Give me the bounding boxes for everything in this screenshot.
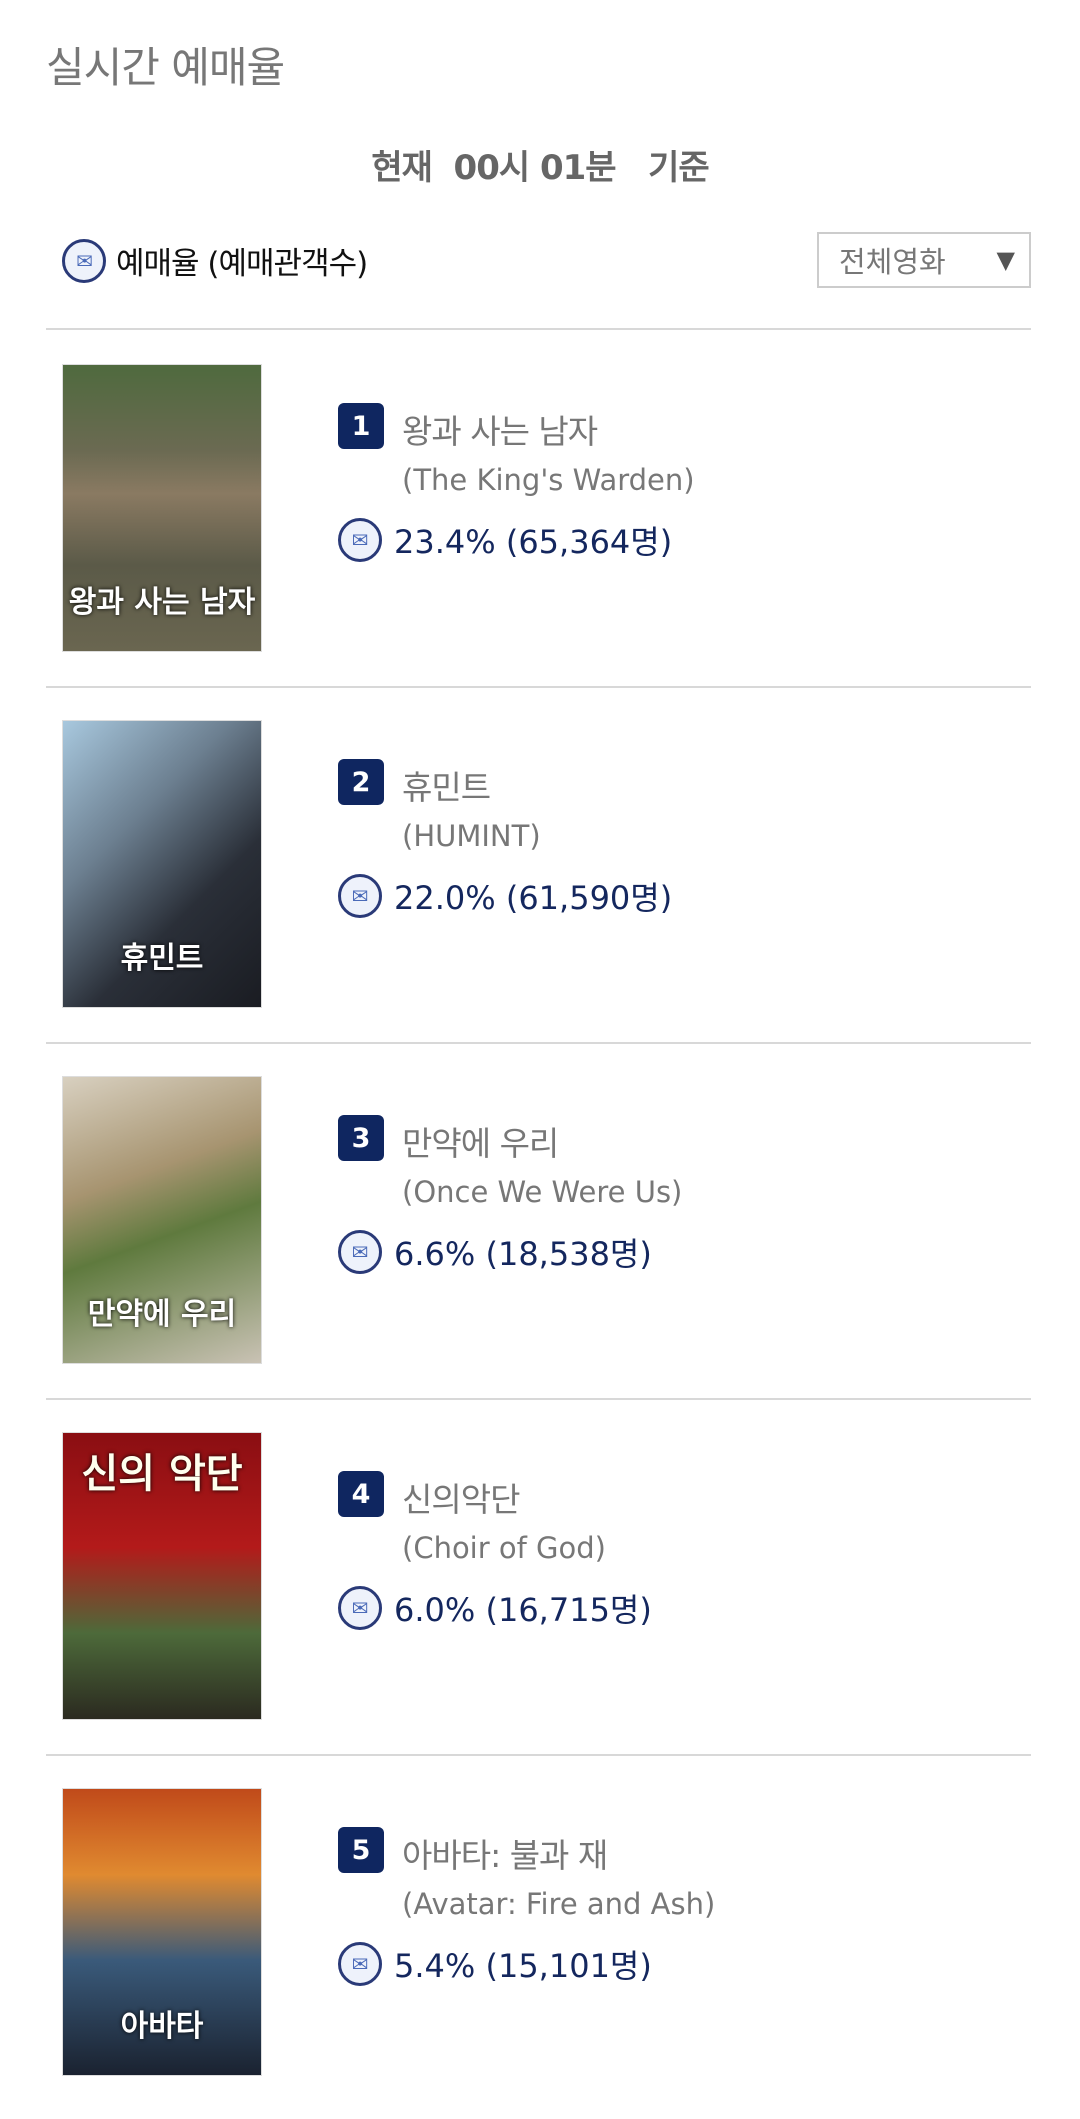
reservation-rate: ✉ 6.6% (18,538명) bbox=[338, 1229, 652, 1275]
rate-value: 6.0% (16,715명) bbox=[394, 1591, 652, 1629]
rate-value: 6.6% (18,538명) bbox=[394, 1235, 652, 1273]
ticket-icon: ✉ bbox=[338, 518, 382, 562]
movie-english-title: (Choir of God) bbox=[402, 1531, 606, 1565]
movie-title[interactable]: 만약에 우리 bbox=[402, 1124, 559, 1163]
ticket-icon: ✉ bbox=[338, 1942, 382, 1986]
divider bbox=[46, 1754, 1031, 1756]
divider bbox=[46, 1398, 1031, 1400]
divider bbox=[46, 1042, 1031, 1044]
ticket-icon: ✉ bbox=[62, 238, 106, 283]
movie-poster[interactable]: 신의 악단 bbox=[62, 1432, 262, 1720]
rank-badge: 3 bbox=[338, 1115, 384, 1161]
movie-english-title: (HUMINT) bbox=[402, 819, 541, 853]
legend-label: 예매율 (예매관객수) bbox=[116, 246, 368, 282]
rate-value: 5.4% (15,101명) bbox=[394, 1947, 652, 1985]
movie-title[interactable]: 아바타: 불과 재 bbox=[402, 1836, 608, 1875]
ticket-icon: ✉ bbox=[338, 1230, 382, 1274]
ticket-icon: ✉ bbox=[338, 874, 382, 918]
poster-title: 만약에 우리 bbox=[87, 1297, 237, 1332]
movie-list-item[interactable]: 휴민트 2 휴민트 (HUMINT) ✉ 22.0% (61,590명) bbox=[0, 687, 1080, 1043]
legend: ✉ 예매율 (예매관객수) bbox=[62, 238, 368, 283]
triangle-down-icon: ▼ bbox=[996, 246, 1015, 274]
movie-title[interactable]: 휴민트 bbox=[402, 768, 491, 807]
rank-badge: 5 bbox=[338, 1827, 384, 1873]
movie-list-item[interactable]: 왕과 사는 남자 1 왕과 사는 남자 (The King's Warden) … bbox=[0, 331, 1080, 687]
rate-value: 22.0% (61,590명) bbox=[394, 879, 673, 917]
ticket-icon: ✉ bbox=[338, 1586, 382, 1630]
movie-poster[interactable]: 왕과 사는 남자 bbox=[62, 364, 262, 652]
divider bbox=[46, 686, 1031, 688]
rate-value: 23.4% (65,364명) bbox=[394, 523, 673, 561]
movie-english-title: (Once We Were Us) bbox=[402, 1175, 683, 1209]
reservation-rate: ✉ 6.0% (16,715명) bbox=[338, 1585, 652, 1631]
reservation-rate: ✉ 22.0% (61,590명) bbox=[338, 873, 672, 919]
poster-title: 왕과 사는 남자 bbox=[68, 585, 256, 620]
movie-poster[interactable]: 만약에 우리 bbox=[62, 1076, 262, 1364]
movie-list-item[interactable]: 아바타 5 아바타: 불과 재 (Avatar: Fire and Ash) ✉… bbox=[0, 1755, 1080, 2111]
rank-badge: 1 bbox=[338, 403, 384, 449]
poster-title: 휴민트 bbox=[120, 941, 204, 976]
rank-badge: 2 bbox=[338, 759, 384, 805]
movie-list-item[interactable]: 신의 악단 4 신의악단 (Choir of God) ✉ 6.0% (16,7… bbox=[0, 1399, 1080, 1755]
reservation-rate: ✉ 5.4% (15,101명) bbox=[338, 1941, 652, 1987]
movie-title[interactable]: 왕과 사는 남자 bbox=[402, 412, 598, 451]
movie-filter-select[interactable]: 전체영화 ▼ bbox=[817, 232, 1031, 288]
reservation-rate: ✉ 23.4% (65,364명) bbox=[338, 517, 672, 563]
movie-english-title: (The King's Warden) bbox=[402, 463, 695, 497]
update-time: 현재 00시 01분 기준 bbox=[371, 148, 709, 188]
rank-badge: 4 bbox=[338, 1471, 384, 1517]
page-title: 실시간 예매율 bbox=[46, 43, 285, 92]
movie-poster[interactable]: 휴민트 bbox=[62, 720, 262, 1008]
filter-value: 전체영화 bbox=[839, 245, 946, 279]
poster-title: 아바타 bbox=[120, 2009, 204, 2044]
divider bbox=[46, 328, 1031, 330]
movie-english-title: (Avatar: Fire and Ash) bbox=[402, 1887, 716, 1921]
movie-list-item[interactable]: 만약에 우리 3 만약에 우리 (Once We Were Us) ✉ 6.6%… bbox=[0, 1043, 1080, 1399]
poster-title: 신의 악단 bbox=[81, 1451, 243, 1497]
movie-title[interactable]: 신의악단 bbox=[402, 1480, 520, 1519]
movie-poster[interactable]: 아바타 bbox=[62, 1788, 262, 2076]
